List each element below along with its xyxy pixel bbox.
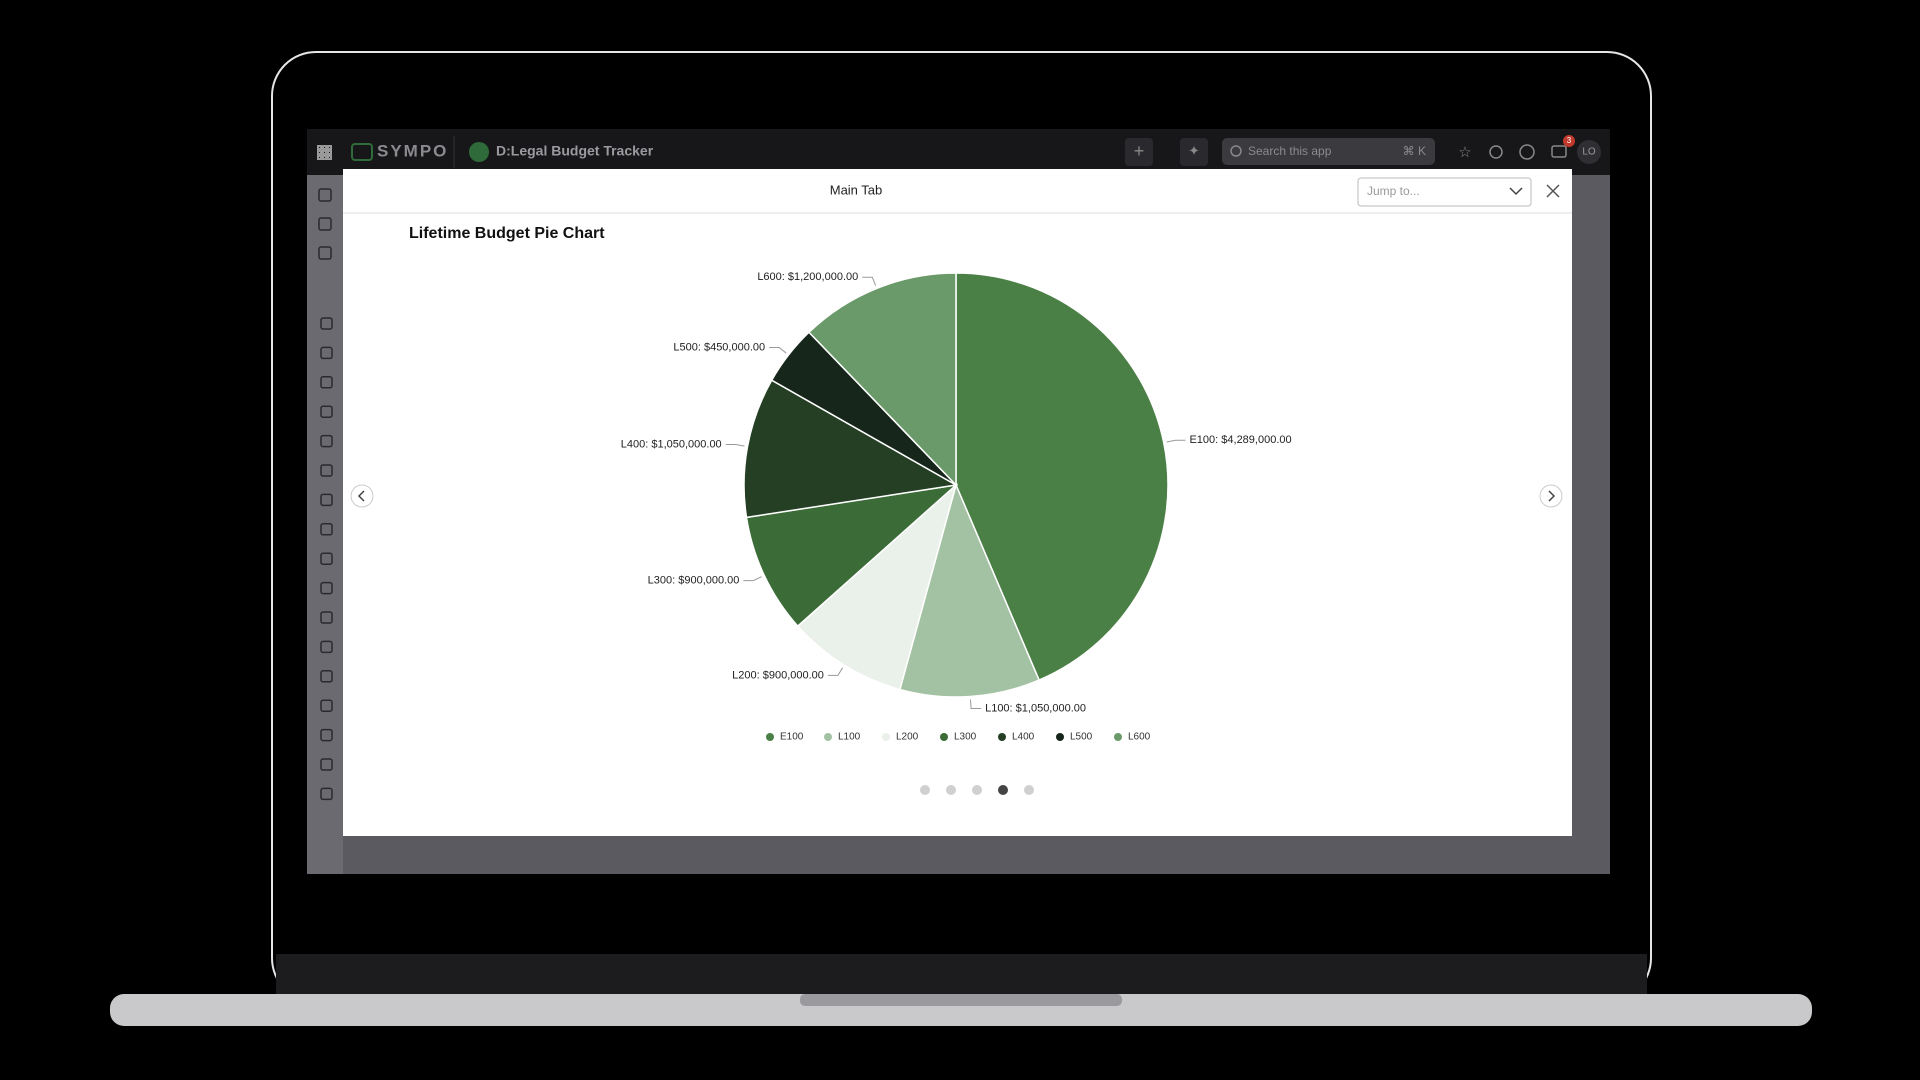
table-icon [320,670,333,683]
table-icon [320,493,333,507]
nav-icon [318,246,332,260]
table-icon [320,640,333,654]
next-button[interactable] [1539,484,1563,508]
table-icon [320,434,333,448]
app-name[interactable]: D:Legal Budget Tracker [496,143,654,159]
table-icon [320,581,333,595]
avatar[interactable] [1577,140,1601,164]
table-icon [320,317,333,330]
announce-icon[interactable] [1551,145,1567,158]
page-dot[interactable] [946,785,956,795]
data-label: L400: $1,050,000.00 [621,438,722,450]
favorite-icon[interactable]: ☆ [1458,144,1471,161]
legend-marker[interactable] [940,733,948,741]
leader-line [827,667,844,676]
legend-label[interactable]: L200 [896,732,919,743]
leader-line [1166,439,1186,443]
badge [1563,135,1575,147]
leader-line [969,699,982,709]
prev-icon [357,490,365,502]
legend-marker[interactable] [766,733,774,741]
modal-title: Main Tab [830,182,883,197]
pie-slice [807,272,957,487]
ai-icon: ✦ [1188,143,1200,159]
ai-button[interactable] [1180,138,1208,166]
badge-count: 3 [1567,136,1572,145]
leader-line [743,576,762,582]
page-dot-active[interactable] [998,785,1008,795]
laptop-notch [800,994,1122,1006]
legend-label[interactable]: L600 [1128,732,1151,743]
add-icon: + [1134,141,1145,161]
data-label: L200: $900,000.00 [732,669,824,681]
table-icon [320,376,333,389]
legend-label[interactable]: L300 [954,732,977,743]
table-icon [320,405,333,418]
pie-slice [796,482,958,691]
grid-icon[interactable] [317,145,332,160]
data-label: L100: $1,050,000.00 [985,702,1086,714]
legend-label[interactable]: L500 [1070,732,1093,743]
jump-select[interactable] [1357,177,1532,207]
nav-icon [318,217,332,231]
page-dot[interactable] [920,785,930,795]
close-button[interactable] [1546,184,1560,198]
leader-line [862,276,877,286]
brand: SYMPO [377,141,448,160]
pie-slice [898,482,1041,698]
app-icon [469,142,489,162]
search-box[interactable] [1222,138,1435,165]
avatar-initials: LO [1582,147,1596,158]
nav-icon [318,188,332,202]
next-icon [1548,490,1556,502]
table-icon [320,346,333,360]
data-label: L300: $900,000.00 [648,574,740,586]
help-icon[interactable] [1519,144,1535,160]
legend-label[interactable]: L100 [838,732,861,743]
table-icon [320,611,333,624]
table-icon [320,699,333,712]
chart-title: Lifetime Budget Pie Chart [409,225,605,242]
table-icon [320,552,333,565]
table-icon [320,523,333,536]
legend-marker[interactable] [824,733,832,741]
sidebar-icons [318,188,333,801]
pie-slice [743,379,959,519]
search-placeholder: Search this app [1248,144,1332,158]
chevron-icon [1509,187,1523,196]
table-icon [320,787,333,801]
table-icon [320,758,333,771]
page-dot[interactable] [972,785,982,795]
legend-label[interactable]: E100 [780,732,804,743]
add-button[interactable] [1125,138,1153,166]
pie-slice [955,272,1169,682]
page-dot[interactable] [1024,785,1034,795]
legend-marker[interactable] [882,733,890,741]
search-icon [1230,145,1242,157]
laptop-base [110,994,1812,1026]
table-icon [320,728,333,742]
table-icon [320,464,333,477]
prev-button[interactable] [350,484,374,508]
leader-line [725,443,745,447]
laptop-chin [276,954,1647,994]
pie-slice [745,483,959,628]
data-label: L600: $1,200,000.00 [757,271,858,283]
leader-line [769,347,787,354]
search-shortcut: ⌘ K [1403,144,1426,158]
jump-placeholder: Jump to... [1367,184,1420,198]
legend-label[interactable]: L400 [1012,732,1035,743]
data-label: E100: $4,289,000.00 [1189,434,1291,446]
pie-chart: E100: $4,289,000.00 L100: $1,050,000.00 L2… [621,271,1292,742]
legend-marker[interactable] [998,733,1006,741]
data-label: L500: $450,000.00 [673,341,765,353]
brand-logo [351,143,373,161]
bell-icon[interactable] [1489,145,1503,159]
legend-marker[interactable] [1114,733,1122,741]
legend-marker[interactable] [1056,733,1064,741]
